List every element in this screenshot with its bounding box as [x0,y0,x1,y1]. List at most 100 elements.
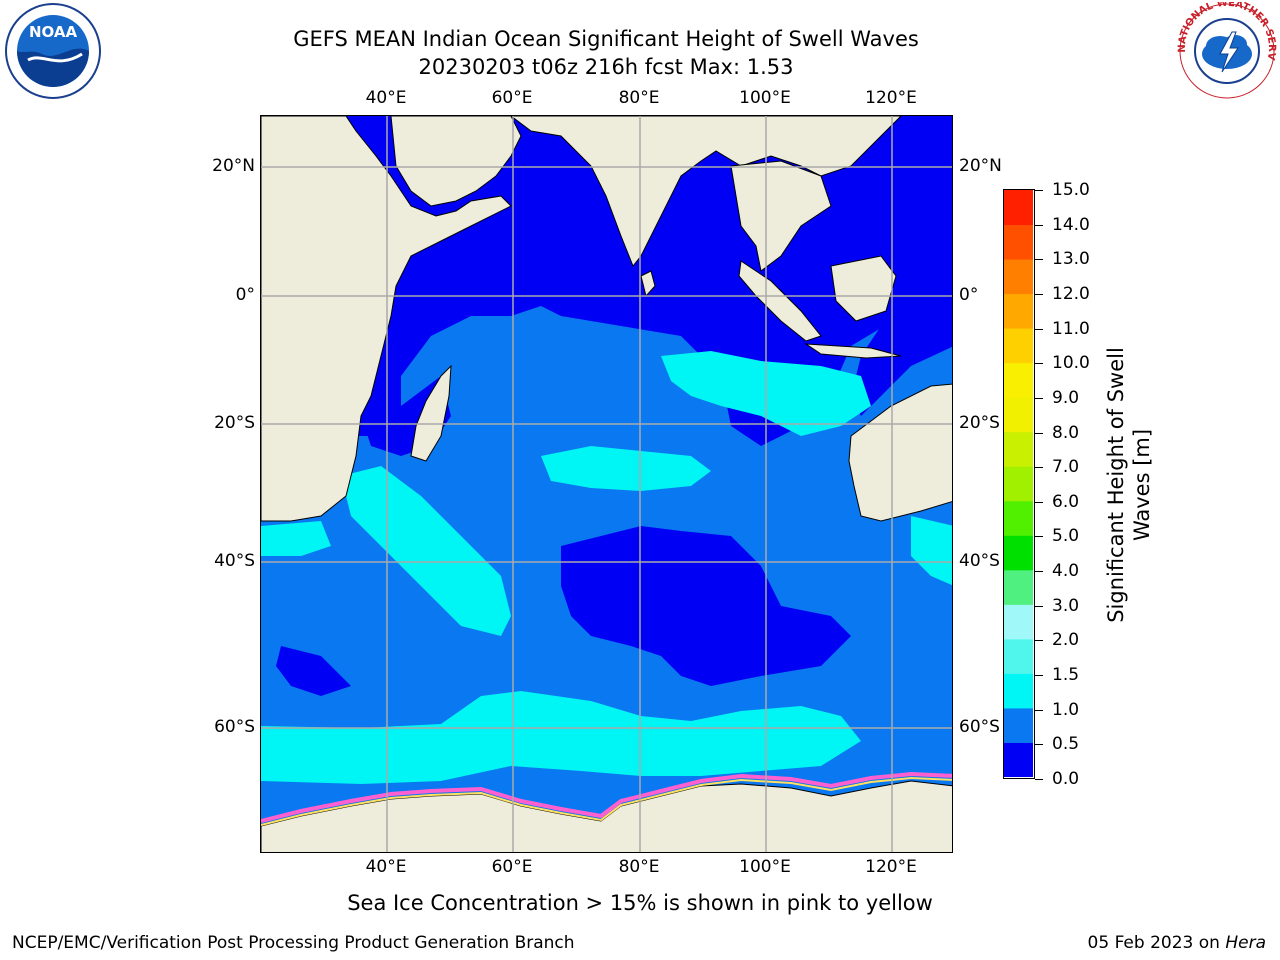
lat-label-left-20n: 20°N [212,156,255,176]
colorbar-tick-label: 12.0 [1052,283,1090,304]
colorbar-tick-label: 15.0 [1052,180,1090,200]
colorbar-segment-0.5 [1004,707,1033,743]
colorbar-tick-mark [1035,432,1043,434]
colorbar-title-line1: Significant Height of Swell [1104,347,1128,623]
colorbar-tick-label: 7.0 [1052,457,1080,478]
noaa-logo-text: NOAA [29,23,78,41]
colorbar-tick-mark [1035,190,1043,191]
footer-date: 05 Feb 2023 on Hera [1088,933,1266,953]
colorbar [1003,189,1035,779]
colorbar-segment-9.0 [1004,362,1033,398]
colorbar-tick-mark [1035,467,1043,469]
lon-label-bottom-100e: 100°E [739,857,791,877]
colorbar-tick-label: 13.0 [1052,249,1090,270]
lon-label-bottom-120e: 120°E [865,857,917,877]
lat-label-left-40s: 40°S [214,551,255,571]
nws-logo: NATIONAL WEATHER SERVICE [1172,0,1278,100]
colorbar-tick-label: 5.0 [1052,526,1080,547]
colorbar-tick-mark [1035,501,1043,503]
footer-producer: NCEP/EMC/Verification Post Processing Pr… [12,933,575,953]
colorbar-tick-label: 11.0 [1052,318,1090,339]
colorbar-tick-mark [1035,571,1043,573]
region-swell-1.0-1.5-midlat [541,446,711,491]
colorbar-title: Significant Height of Swell Waves [m] [1103,347,1155,623]
sea-ice-note: Sea Ice Concentration > 15% is shown in … [347,891,933,915]
colorbar-segment-10.0 [1004,328,1033,364]
land-sumatra [738,260,822,342]
colorbar-segment-1.0 [1004,673,1033,709]
region-swell-low-indonesia [851,116,952,416]
footer-host: Hera [1225,933,1266,953]
land-java [804,343,902,359]
colorbar-tick-mark [1035,293,1043,295]
colorbar-tick-mark [1035,224,1043,226]
colorbar-tick-label: 6.0 [1052,491,1080,512]
lat-label-right-0: 0° [959,285,979,305]
colorbar-tick-mark [1035,259,1043,261]
lon-label-bottom-40e: 40°E [365,857,407,877]
colorbar-tick-label: 0.0 [1052,769,1080,789]
colorbar-segment-8.0 [1004,397,1033,433]
colorbar-tick-label: 0.5 [1052,734,1080,755]
land-africa [261,116,512,522]
colorbar-tick-mark [1035,605,1043,607]
colorbar-segment-3.0 [1004,569,1033,605]
lat-label-left-60s: 60°S [214,717,255,737]
chart-title: GEFS MEAN Indian Ocean Significant Heigh… [293,27,919,51]
sea-ice-edge-pink [261,771,952,823]
colorbar-segment-1.5 [1004,638,1033,674]
region-swell-1.0-1.5-southwest-coast [261,521,331,556]
colorbar-tick-label: 1.5 [1052,665,1080,686]
map-panel [260,115,953,853]
lon-label-bottom-60e: 60°E [491,857,533,877]
colorbar-segment-12.0 [1004,259,1033,295]
colorbar-tick-mark [1035,779,1043,780]
region-swell-1.0-1.5-southern-ocean [261,691,861,784]
land-sri-lanka [640,270,656,298]
colorbar-segment-13.0 [1004,224,1033,260]
lon-label-top-100e: 100°E [739,88,791,108]
colorbar-tick-label: 4.0 [1052,561,1080,582]
colorbar-segment-7.0 [1004,431,1033,467]
colorbar-tick-label: 3.0 [1052,595,1080,616]
land-madagascar [410,364,452,462]
noaa-logo: NOAA [2,2,104,100]
colorbar-segment-2.0 [1004,604,1033,640]
colorbar-segment-14.0 [1004,190,1033,226]
region-swell-1.0-1.5-east [911,516,952,586]
colorbar-tick-label: 9.0 [1052,387,1080,408]
colorbar-tick-label: 8.0 [1052,422,1080,443]
colorbar-tick-mark [1035,709,1043,711]
lon-label-top-80e: 80°E [618,88,660,108]
colorbar-tick-label: 2.0 [1052,630,1080,651]
lon-label-top-40e: 40°E [365,88,407,108]
colorbar-tick-mark [1035,328,1043,330]
land-borneo [830,255,897,322]
lon-label-top-120e: 120°E [865,88,917,108]
colorbar-segment-0.0 [1004,742,1033,777]
colorbar-tick-mark [1035,675,1043,677]
lon-label-bottom-80e: 80°E [618,857,660,877]
region-swell-low-south-central [561,526,851,686]
lat-label-left-0: 0° [235,285,255,305]
land-southeast-asia [730,160,832,272]
lat-label-right-20s: 20°S [959,413,1000,433]
colorbar-tick-label: 10.0 [1052,353,1090,374]
colorbar-tick-label: 1.0 [1052,699,1080,720]
lat-label-right-20n: 20°N [959,156,1002,176]
colorbar-tick-mark [1035,744,1043,746]
region-swell-low-southwest [276,646,351,696]
lat-label-right-40s: 40°S [959,551,1000,571]
colorbar-segment-4.0 [1004,535,1033,571]
lat-label-left-20s: 20°S [214,413,255,433]
region-swell-1.0-1.5-west [341,466,511,636]
chart-subtitle: 20230203 t06z 216h fcst Max: 1.53 [418,55,794,79]
colorbar-segment-5.0 [1004,500,1033,536]
colorbar-segment-6.0 [1004,466,1033,502]
sea-ice-edge-yellow [261,776,952,826]
colorbar-title-line2: Waves [m] [1130,428,1154,542]
lat-label-right-60s: 60°S [959,717,1000,737]
colorbar-segment-11.0 [1004,293,1033,329]
land-australia [848,383,952,522]
colorbar-tick-mark [1035,536,1043,538]
